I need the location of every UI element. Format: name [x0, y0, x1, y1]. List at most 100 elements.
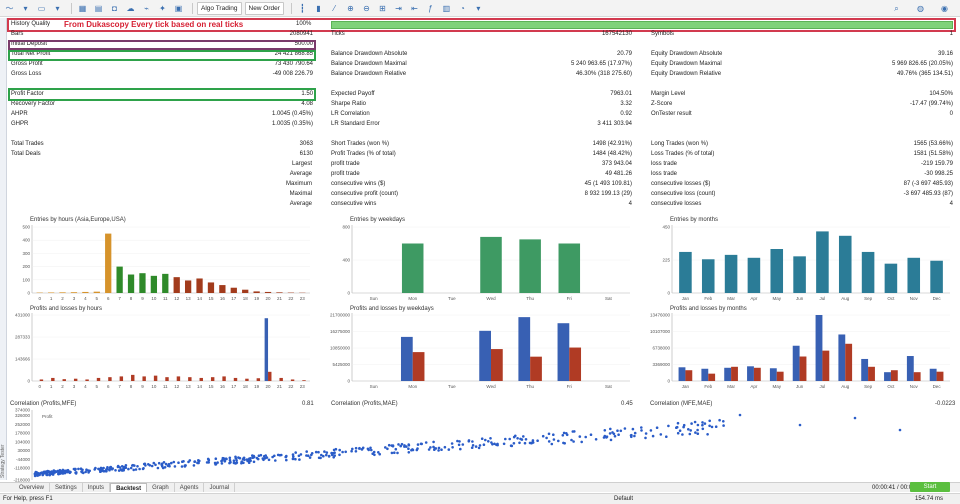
- toolbar-separator: [192, 2, 193, 14]
- scatter-point: [522, 435, 525, 438]
- scatter-point: [547, 440, 551, 443]
- scatter-point: [478, 444, 482, 447]
- new-order-button[interactable]: New Order: [244, 1, 284, 15]
- cloud-icon[interactable]: ☁: [126, 3, 135, 13]
- chart-bar: [139, 273, 146, 293]
- search-icon[interactable]: ⌕: [894, 3, 899, 13]
- chart-bar: [701, 368, 709, 381]
- box-icon[interactable]: ▣: [174, 3, 183, 13]
- scatter-point: [531, 439, 535, 442]
- x-tick-label: Aug: [841, 384, 850, 389]
- stat-mid-15-value: 4: [628, 201, 632, 207]
- x-tick-label: Thu: [526, 384, 534, 389]
- scatter-point: [474, 445, 478, 448]
- x-tick-label: 10: [151, 384, 157, 389]
- scatter-point: [94, 466, 97, 470]
- scatter-point: [461, 443, 465, 446]
- scatter-point: [354, 446, 358, 450]
- lock-icon[interactable]: ◘: [112, 3, 117, 13]
- scatter-point: [561, 434, 565, 437]
- tab-graph[interactable]: Graph: [147, 483, 175, 492]
- scatter-point: [470, 446, 474, 449]
- start-button[interactable]: Start: [910, 482, 950, 492]
- stat-ghpr-value: 1.0035 (0.35%): [271, 121, 313, 127]
- templates-icon[interactable]: ▾: [476, 3, 481, 13]
- tile-icon[interactable]: ⊞: [379, 3, 386, 13]
- y-tick-label: 0: [667, 379, 670, 384]
- scatter-point: [644, 436, 647, 440]
- chart-type-icon[interactable]: 〜: [5, 3, 14, 13]
- scatter-point: [232, 459, 236, 462]
- algo-trading-button[interactable]: Algo Trading: [197, 1, 242, 15]
- stat-average-label: Average: [289, 201, 312, 207]
- chart-bar: [150, 275, 158, 293]
- tab-journal[interactable]: Journal: [204, 483, 236, 492]
- chart-bar: [207, 282, 215, 293]
- chart-bar: [753, 367, 761, 381]
- scatter-point: [459, 447, 462, 451]
- y-tick-label: 13476000: [650, 313, 671, 318]
- x-tick-label: Sep: [864, 296, 873, 301]
- scatter-point: [508, 437, 512, 441]
- scatter-point: [710, 425, 714, 429]
- corr-mfe-value: 0.81: [302, 401, 314, 407]
- profit-factor-highlight: [8, 88, 316, 101]
- database-icon[interactable]: ▤: [94, 3, 103, 13]
- shift-icon[interactable]: ⇤: [411, 3, 418, 13]
- chart-bar: [176, 376, 181, 381]
- scroll-icon[interactable]: ⇥: [395, 3, 402, 13]
- signal-icon[interactable]: ⌁: [144, 3, 149, 13]
- x-tick-label: 17: [231, 296, 237, 301]
- scatter-point: [437, 449, 440, 452]
- chart-bar: [253, 291, 260, 293]
- x-tick-label: Apr: [750, 384, 758, 389]
- zoom-out-icon[interactable]: ⊖: [363, 3, 370, 13]
- indicators-icon[interactable]: ƒ: [428, 3, 433, 13]
- scatter-point: [285, 458, 288, 462]
- candles-icon[interactable]: ▮: [316, 3, 321, 13]
- grid-icon[interactable]: ▦: [78, 3, 87, 13]
- bar-chart-icon[interactable]: ┇: [300, 3, 305, 13]
- scatter-point: [245, 458, 249, 461]
- zoom-in-icon[interactable]: ⊕: [347, 3, 354, 13]
- stat-mid-13-label: consecutive wins ($): [331, 181, 386, 187]
- y-tick-label: 104000: [15, 439, 31, 444]
- scatter-point: [451, 446, 454, 449]
- scatter-point: [440, 448, 443, 451]
- stat-mid-3-label: Balance Drawdown Maximal: [331, 61, 407, 67]
- account-icon[interactable]: ◉: [941, 4, 948, 13]
- stat-mid-12-value: 49 481.26: [605, 171, 632, 177]
- scatter-point: [351, 447, 354, 451]
- scatter-point: [738, 413, 742, 417]
- stat-mid-5-value: 7963.01: [610, 91, 632, 97]
- stat-initial-deposit-label: Initial Deposit: [11, 41, 48, 47]
- community-icon[interactable]: ◍: [917, 4, 924, 13]
- objects-icon[interactable]: ▥: [442, 3, 451, 13]
- x-tick-label: 18: [243, 296, 249, 301]
- chart-bar: [816, 231, 829, 293]
- scatter-point: [714, 425, 718, 428]
- y-tick-label: 374000: [15, 408, 31, 413]
- chart-bar: [264, 291, 272, 293]
- tab-backtest[interactable]: Backtest: [110, 483, 148, 492]
- x-tick-label: Wed: [486, 384, 496, 389]
- tab-overview[interactable]: Overview: [14, 483, 51, 492]
- scatter-point: [53, 470, 57, 473]
- tab-settings[interactable]: Settings: [50, 483, 83, 492]
- dropdown-icon[interactable]: ▾: [23, 3, 28, 13]
- periods-icon[interactable]: ◔: [460, 3, 465, 13]
- scatter-point: [541, 434, 545, 438]
- scatter-point: [603, 429, 607, 432]
- x-tick-label: 11: [163, 296, 168, 301]
- line-chart-icon[interactable]: ⁄: [333, 3, 336, 13]
- tab-inputs[interactable]: Inputs: [83, 483, 111, 492]
- x-tick-label: Nov: [910, 296, 919, 301]
- settings-icon[interactable]: ✦: [159, 3, 166, 13]
- new-chart-icon[interactable]: ▭: [37, 3, 46, 13]
- scatter-point: [640, 426, 643, 429]
- stat-right-15-label: consecutive losses: [651, 201, 702, 207]
- tab-agents[interactable]: Agents: [175, 483, 205, 492]
- scatter-point: [410, 448, 413, 452]
- x-tick-label: 2: [61, 384, 64, 389]
- profiles-icon[interactable]: ▾: [55, 3, 60, 13]
